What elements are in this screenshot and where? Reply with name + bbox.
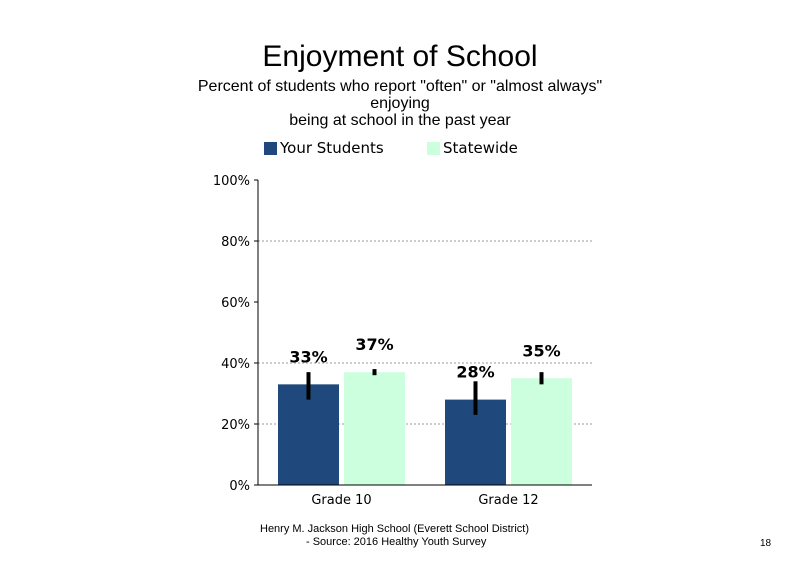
footer-line-1: Henry M. Jackson High School (Everett Sc… xyxy=(260,523,529,535)
legend-swatch-statewide xyxy=(427,141,440,155)
legend-label-your-students: Your Students xyxy=(280,139,384,157)
bar-statewide-1 xyxy=(511,378,572,485)
y-tick-label: 100% xyxy=(213,174,250,189)
subtitle-line-1: Percent of students who report "often" o… xyxy=(197,78,603,95)
y-tick-label: 80% xyxy=(221,235,250,250)
legend-item-statewide: Statewide xyxy=(427,139,518,157)
page-number: 18 xyxy=(760,538,772,549)
y-tick-label: 0% xyxy=(229,479,250,494)
chart-title: Enjoyment of School xyxy=(262,40,538,73)
legend-swatch-your-students xyxy=(264,141,277,155)
data-label: 28% xyxy=(456,363,494,382)
subtitle-line-3: being at school in the past year xyxy=(289,112,511,129)
data-label: 33% xyxy=(289,347,327,366)
bar-your-students-0 xyxy=(278,384,339,485)
y-tick-label: 60% xyxy=(221,296,250,311)
footer-source: Henry M. Jackson High School (Everett Sc… xyxy=(260,523,529,549)
legend-label-statewide: Statewide xyxy=(443,139,518,157)
bar-statewide-0 xyxy=(344,372,405,485)
data-label: 35% xyxy=(522,341,560,360)
legend-item-your-students: Your Students xyxy=(264,139,384,157)
data-label: 37% xyxy=(355,335,393,354)
subtitle-line-2: enjoying xyxy=(370,95,430,112)
chart-subtitle: Percent of students who report "often" o… xyxy=(0,78,800,129)
x-tick-label: Grade 12 xyxy=(478,493,538,508)
y-tick-label: 20% xyxy=(221,418,250,433)
x-tick-label: Grade 10 xyxy=(311,493,371,508)
footer-line-2: - Source: 2016 Healthy Youth Survey xyxy=(306,536,487,548)
y-tick-label: 40% xyxy=(221,357,250,372)
